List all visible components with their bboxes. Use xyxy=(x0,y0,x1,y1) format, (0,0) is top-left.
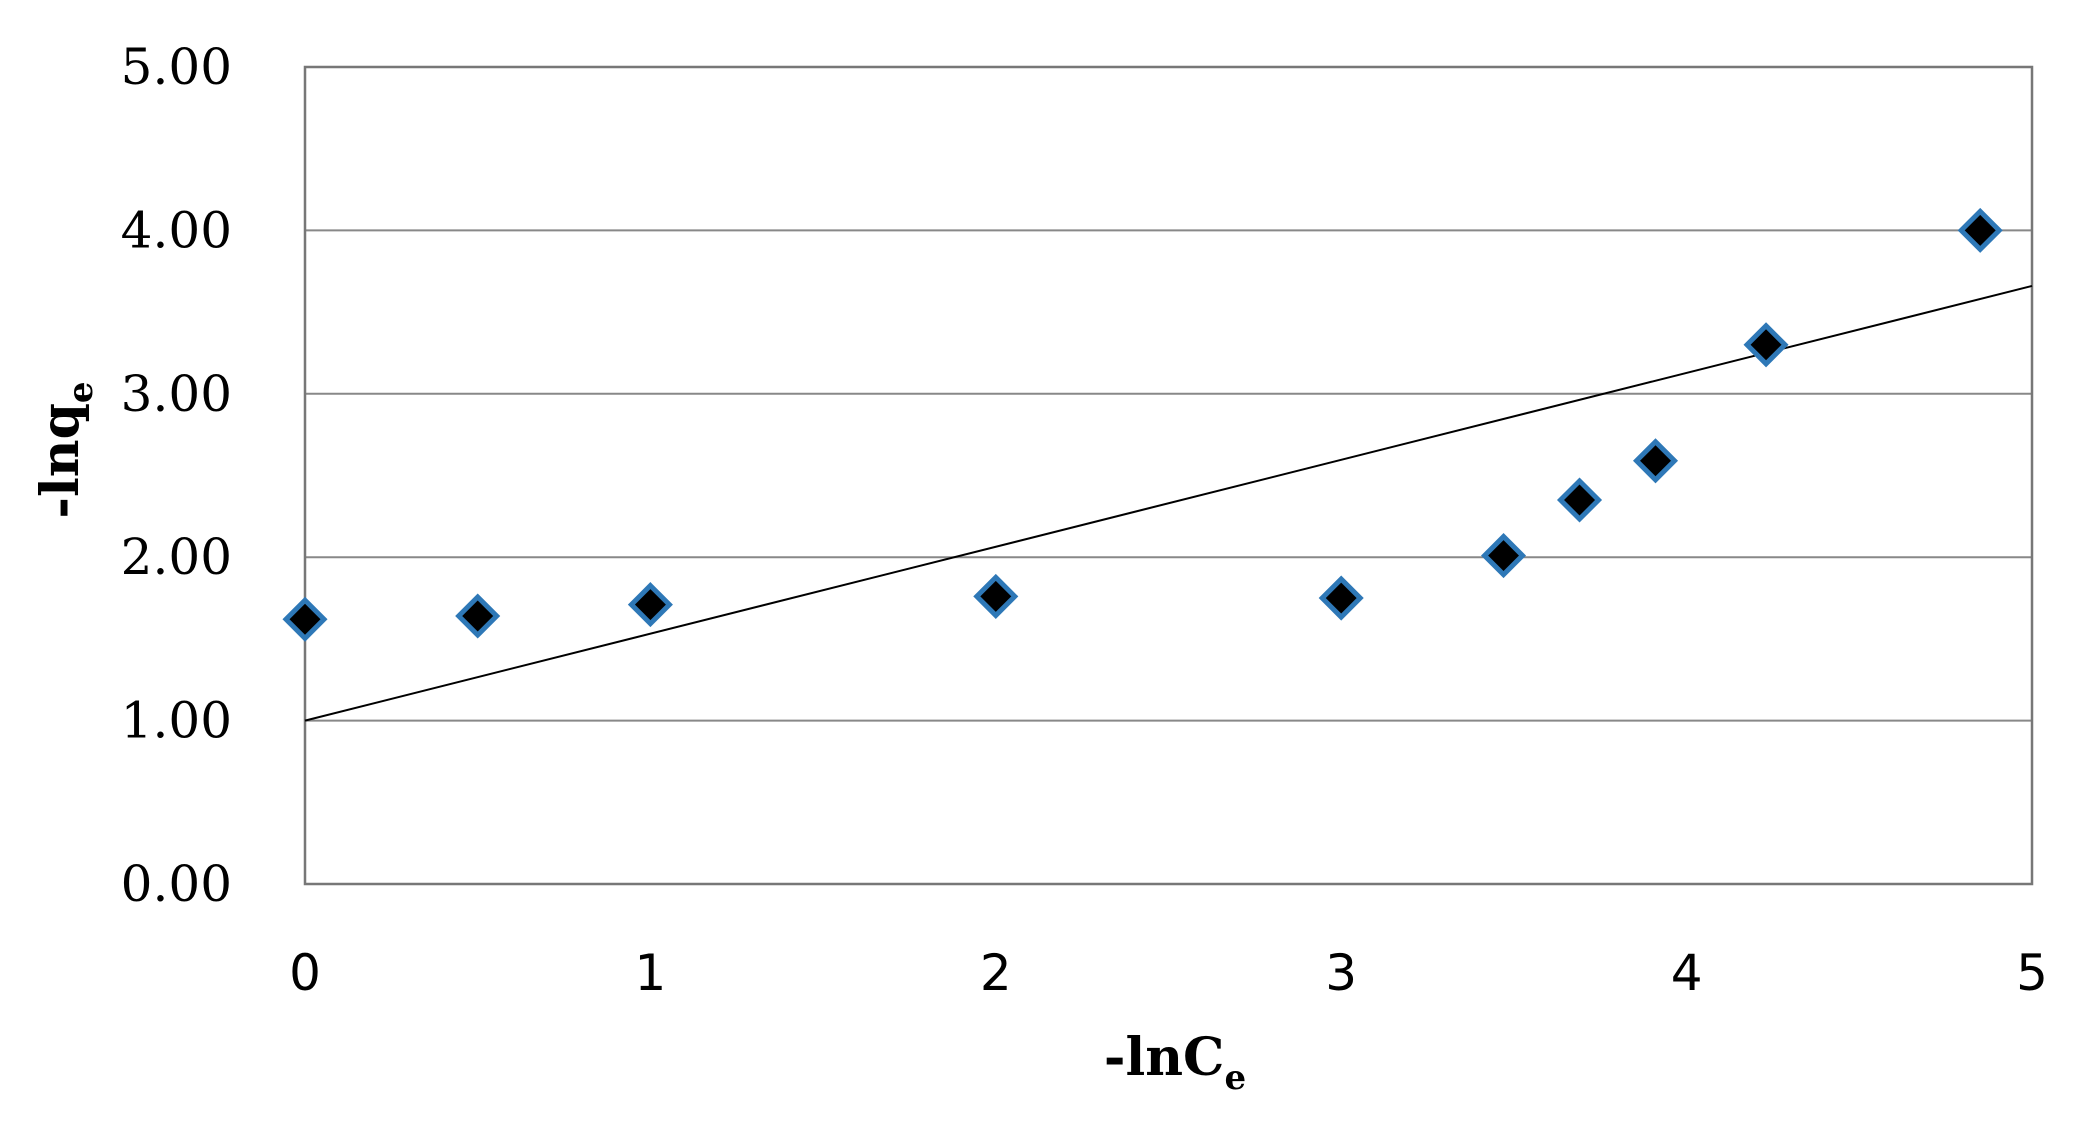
x-tick-labels: 0 1 2 3 4 5 xyxy=(289,944,2048,1002)
x-tick-label-4: 4 xyxy=(1671,944,1703,1002)
gridlines xyxy=(305,229,2032,722)
plot-area-frame xyxy=(303,65,2034,886)
data-point-7 xyxy=(1632,438,1679,484)
data-point-8 xyxy=(1743,322,1789,368)
data-point-0 xyxy=(282,596,328,642)
y-axis-title: -lnqe xyxy=(30,381,101,518)
y-tick-label-2: 2.00 xyxy=(121,528,232,586)
data-point-9 xyxy=(1957,207,2003,253)
x-tick-label-2: 2 xyxy=(980,944,1012,1002)
data-point-5 xyxy=(1481,533,1527,579)
y-tick-label-4: 4.00 xyxy=(121,201,232,259)
x-tick-label-1: 1 xyxy=(634,944,666,1002)
x-tick-label-0: 0 xyxy=(289,944,321,1002)
y-tick-label-0: 0.00 xyxy=(121,855,232,913)
data-point-3 xyxy=(973,573,1019,619)
x-axis-title: -lnCe xyxy=(1104,1027,1246,1098)
data-points xyxy=(282,207,2003,642)
x-tick-label-3: 3 xyxy=(1325,944,1357,1002)
data-point-4 xyxy=(1318,575,1364,621)
y-tick-labels: 0.00 1.00 2.00 3.00 4.00 5.00 xyxy=(121,38,232,913)
data-point-6 xyxy=(1556,477,1603,523)
y-tick-label-5: 5.00 xyxy=(121,38,232,96)
trendline xyxy=(304,284,2033,722)
y-tick-label-3: 3.00 xyxy=(121,365,232,423)
x-tick-label-5: 5 xyxy=(2016,944,2048,1002)
data-point-2 xyxy=(627,582,673,628)
trendline-layer xyxy=(304,284,2033,722)
y-tick-label-1: 1.00 xyxy=(121,692,232,750)
data-point-1 xyxy=(455,593,501,639)
plot-area-border xyxy=(303,65,2034,886)
